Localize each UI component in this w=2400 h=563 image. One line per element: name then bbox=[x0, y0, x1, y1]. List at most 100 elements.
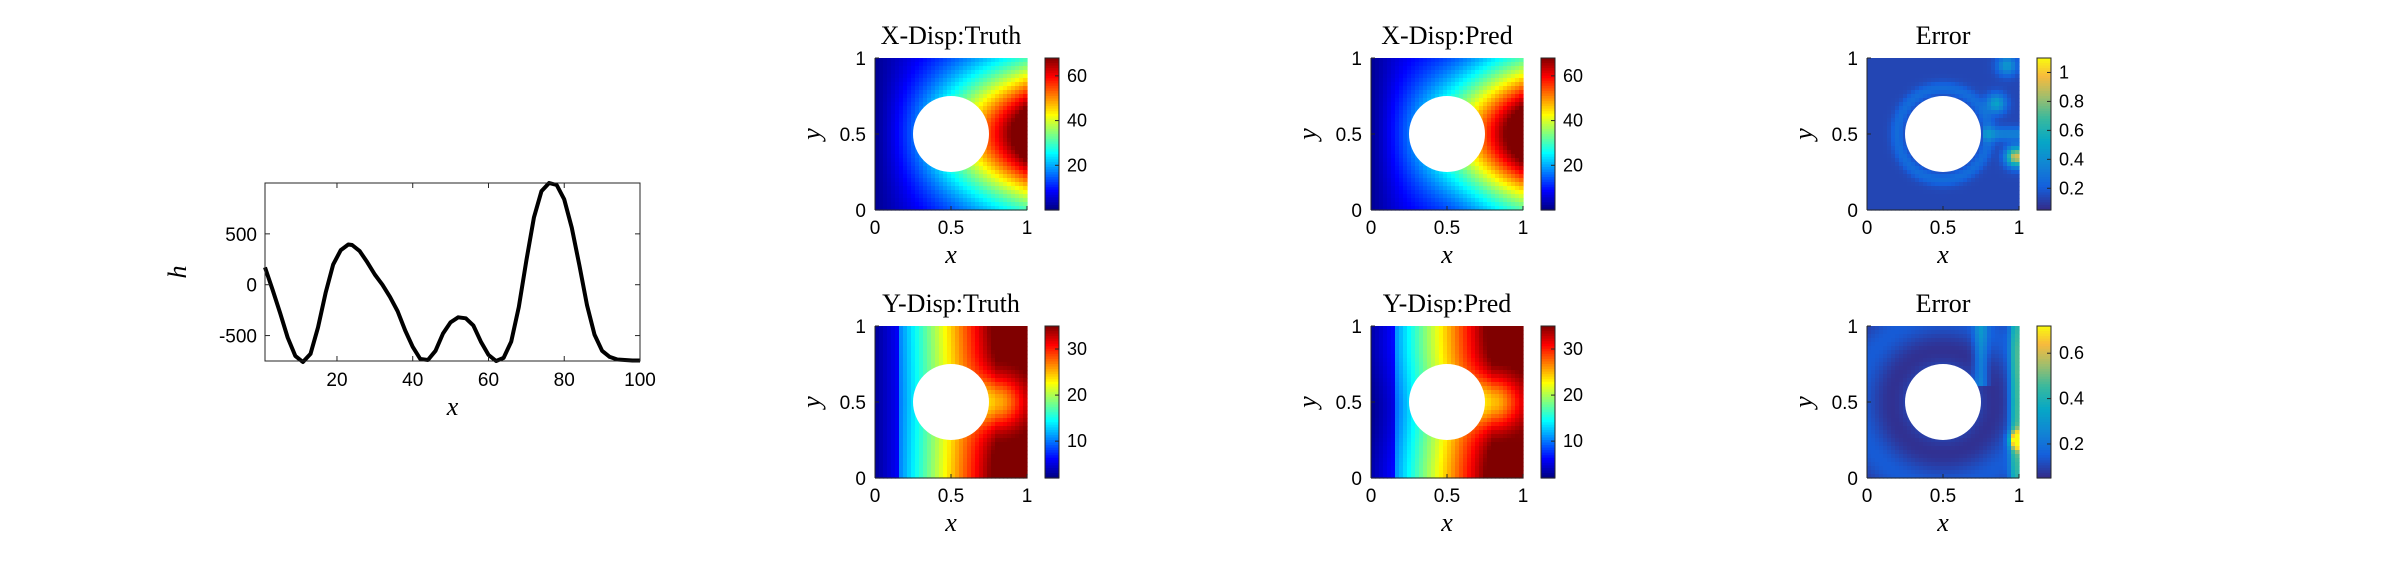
heatmap-cell bbox=[1967, 198, 1972, 203]
heatmap-cell bbox=[1019, 186, 1024, 191]
heatmap-cell bbox=[1407, 142, 1412, 147]
heatmap-cell bbox=[1999, 110, 2004, 115]
heatmap-cell bbox=[987, 146, 992, 151]
heatmap-cell bbox=[995, 166, 1000, 171]
heatmap-cell bbox=[1935, 90, 1940, 95]
heatmap-cell bbox=[983, 102, 988, 107]
heatmap-cell bbox=[2007, 118, 2012, 123]
heatmap-cell bbox=[883, 106, 888, 111]
heatmap-cell bbox=[1871, 206, 1876, 211]
heatmap-cell bbox=[1875, 102, 1880, 107]
heatmap-cell bbox=[907, 162, 912, 167]
heatmap-cell bbox=[1023, 86, 1028, 91]
heatmap-cell bbox=[1395, 150, 1400, 155]
heatmap-cell bbox=[1447, 170, 1452, 175]
heatmap-cell bbox=[1967, 66, 1972, 71]
heatmap-cell bbox=[899, 398, 904, 403]
heatmap-cell bbox=[1391, 78, 1396, 83]
heatmap-cell bbox=[995, 146, 1000, 151]
heatmap-cell bbox=[899, 370, 904, 375]
heatmap-cell bbox=[1519, 122, 1524, 127]
heatmap-cell bbox=[1379, 74, 1384, 79]
heatmap-cell bbox=[1399, 146, 1404, 151]
heatmap-cell bbox=[1503, 110, 1508, 115]
heatmap-cell bbox=[907, 402, 912, 407]
heatmap-cell bbox=[903, 178, 908, 183]
heatmap-cell bbox=[1515, 150, 1520, 155]
heatmap-cell bbox=[911, 162, 916, 167]
heatmap-cell bbox=[875, 430, 880, 435]
heatmap-cell bbox=[2007, 206, 2012, 211]
heatmap-cell bbox=[1455, 70, 1460, 75]
heatmap-cell bbox=[979, 74, 984, 79]
heatmap-cell bbox=[1895, 130, 1900, 135]
heatmap-cell bbox=[1375, 142, 1380, 147]
heatmap-cell bbox=[1519, 78, 1524, 83]
heatmap-cell bbox=[979, 94, 984, 99]
heatmap-cell bbox=[1515, 178, 1520, 183]
heatmap-cell bbox=[1967, 162, 1972, 167]
heatmap-cell bbox=[1483, 170, 1488, 175]
heatmap-cell bbox=[1383, 166, 1388, 171]
heatmap-cell bbox=[1407, 62, 1412, 67]
heatmap-cell bbox=[959, 182, 964, 187]
heatmap-cell bbox=[879, 366, 884, 371]
heatmap-cell bbox=[983, 154, 988, 159]
heatmap-cell bbox=[1019, 154, 1024, 159]
heatmap-cell bbox=[1431, 206, 1436, 211]
heatmap-cell bbox=[1383, 142, 1388, 147]
heatmap-cell bbox=[919, 94, 924, 99]
heatmap-cell bbox=[1979, 202, 1984, 207]
heatmap-cell bbox=[895, 474, 900, 479]
heatmap-cell bbox=[1959, 206, 1964, 211]
heatmap-cell bbox=[1871, 94, 1876, 99]
heatmap-cell bbox=[1399, 110, 1404, 115]
heatmap-cell bbox=[891, 458, 896, 463]
heatmap-cell bbox=[967, 198, 972, 203]
heatmap-cell bbox=[907, 410, 912, 415]
heatmap-cell bbox=[1907, 114, 1912, 119]
heatmap-cell bbox=[1991, 74, 1996, 79]
heatmap-cell bbox=[1891, 206, 1896, 211]
heatmap-cell bbox=[1987, 206, 1992, 211]
heatmap-cell bbox=[879, 130, 884, 135]
heatmap-cell bbox=[875, 122, 880, 127]
heatmap-cell bbox=[1439, 58, 1444, 63]
heatmap-cell bbox=[995, 106, 1000, 111]
heatmap-cell bbox=[1383, 154, 1388, 159]
heatmap-cell bbox=[1931, 70, 1936, 75]
heatmap-cell bbox=[919, 170, 924, 175]
heatmap-cell bbox=[1487, 134, 1492, 139]
heatmap-cell bbox=[927, 58, 932, 63]
heatmap-cell bbox=[1423, 98, 1428, 103]
heatmap-cell bbox=[875, 326, 880, 331]
heatmap-cell bbox=[875, 166, 880, 171]
y-tick-label: 1 bbox=[1351, 49, 1362, 70]
heatmap-cell bbox=[1903, 66, 1908, 71]
heatmap-cell bbox=[2011, 98, 2016, 103]
heatmap-cell bbox=[1919, 82, 1924, 87]
heatmap-cell bbox=[899, 362, 904, 367]
heatmap-cell bbox=[1887, 114, 1892, 119]
heatmap-cell bbox=[1479, 94, 1484, 99]
heatmap-cell bbox=[999, 58, 1004, 63]
heatmap-cell bbox=[1411, 162, 1416, 167]
heatmap-cell bbox=[1023, 122, 1028, 127]
heatmap-cell bbox=[907, 150, 912, 155]
heatmap-cell bbox=[951, 206, 956, 211]
heatmap-cell bbox=[1939, 86, 1944, 91]
colorbar-segment bbox=[1541, 174, 1555, 178]
heatmap-cell bbox=[995, 78, 1000, 83]
heatmap-cell bbox=[1475, 86, 1480, 91]
heatmap-cell bbox=[1483, 130, 1488, 135]
heatmap-cell bbox=[1503, 74, 1508, 79]
heatmap-cell bbox=[1931, 198, 1936, 203]
heatmap-cell bbox=[1459, 178, 1464, 183]
colorbar-segment bbox=[1541, 113, 1555, 117]
heatmap-cell bbox=[991, 190, 996, 195]
heatmap-cell bbox=[1507, 94, 1512, 99]
heatmap-cell bbox=[1019, 190, 1024, 195]
heatmap-cell bbox=[931, 74, 936, 79]
heatmap-cell bbox=[895, 438, 900, 443]
heatmap-cell bbox=[907, 114, 912, 119]
